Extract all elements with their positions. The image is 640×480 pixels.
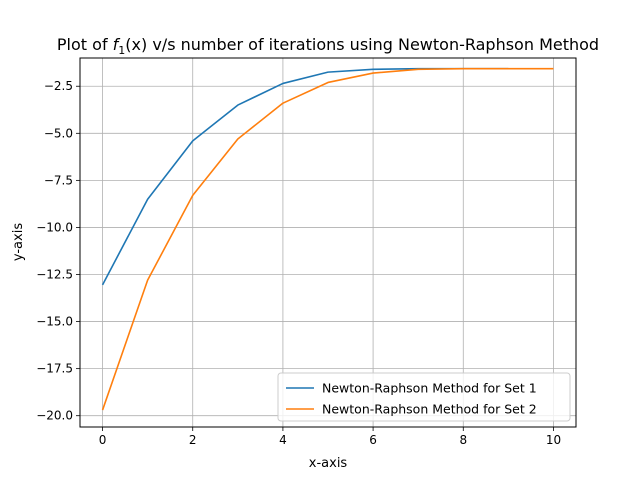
y-tick-label: −10.0 [36,220,73,234]
legend: Newton-Raphson Method for Set 1 Newton-Ra… [277,372,571,422]
series-line-1 [101,67,509,286]
axis-ticks: 0 2 4 6 8 10 −20.0 −17.5 −15.0 −12.5 −10.0 −7.5 −5.0… [36,79,561,447]
y-tick-label: −5.0 [44,126,73,140]
grid-lines [80,58,576,427]
series-line-2 [101,67,554,411]
x-axis-label: x-axis [309,456,348,471]
x-tick-label: 10 [546,433,561,447]
legend-label-2: Newton-Raphson Method for Set 2 [322,402,537,417]
y-tick-label: −12.5 [36,268,73,282]
x-tick-label: 2 [189,433,197,447]
plot-area-frame [79,57,577,428]
series-lines [101,67,554,411]
y-tick-label: −2.5 [44,79,73,93]
x-tick-label: 4 [279,433,287,447]
legend-label-1: Newton-Raphson Method for Set 1 [322,381,537,396]
x-tick-label: 0 [99,433,107,447]
y-tick-label: −20.0 [36,409,73,423]
y-tick-label: −7.5 [44,173,73,187]
x-tick-label: 8 [459,433,467,447]
legend-box [277,372,571,422]
y-tick-label: −15.0 [36,315,73,329]
y-tick-label: −17.5 [36,362,73,376]
y-axis-label: y-axis [11,223,26,261]
x-tick-label: 6 [369,433,377,447]
chart-title: Plot of f1(x) v/s number of iterations u… [57,35,599,57]
